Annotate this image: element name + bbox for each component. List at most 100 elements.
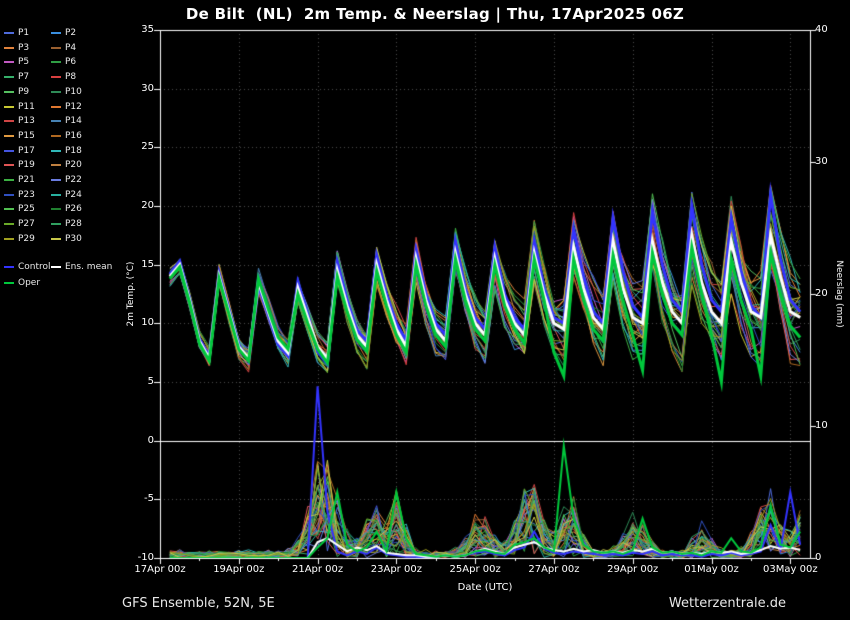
legend-label: P18 [65, 145, 82, 156]
legend-item-p27: P27 [4, 219, 35, 229]
legend-line-swatch [4, 282, 14, 284]
footer-brand: Wetterzentrale.de [668, 596, 786, 611]
legend-line-swatch [51, 120, 61, 123]
legend-line-swatch [51, 46, 61, 49]
legend-item-p29: P29 [4, 234, 35, 244]
legend-label: P30 [65, 233, 82, 244]
legend-label: P16 [65, 130, 82, 141]
legend-line-swatch [51, 76, 61, 79]
legend-label: P11 [18, 101, 35, 112]
legend-item-p4: P4 [51, 43, 76, 53]
legend-label: P17 [18, 145, 35, 156]
legend-line-swatch [4, 208, 14, 211]
legend-label: P20 [65, 160, 82, 171]
legend-item-p28: P28 [51, 219, 82, 229]
legend-item-p7: P7 [4, 72, 29, 82]
legend-label: P3 [18, 42, 30, 53]
legend-item-p8: P8 [51, 72, 76, 82]
legend-line-swatch [4, 76, 14, 79]
y-axis-left-title: 2m Temp. (°C) [126, 261, 136, 327]
legend-item-p2: P2 [51, 28, 76, 38]
legend-label: P27 [18, 219, 35, 230]
footer-model-info: GFS Ensemble, 52N, 5E [122, 596, 275, 611]
legend-label: P4 [65, 42, 77, 53]
legend-label: P7 [18, 72, 30, 83]
legend-item-p20: P20 [51, 160, 82, 170]
legend-line-swatch [51, 105, 61, 108]
legend-label: P8 [65, 72, 77, 83]
legend-item-p25: P25 [4, 204, 35, 214]
legend-label: P9 [18, 86, 30, 97]
legend-line-swatch [51, 223, 61, 226]
legend-item-p16: P16 [51, 131, 82, 141]
legend-item-oper: Oper [4, 278, 40, 288]
legend-line-swatch [51, 193, 61, 196]
legend-item-ens-mean: Ens. mean [51, 262, 112, 272]
legend-line-swatch [4, 46, 14, 49]
legend-label: P24 [65, 189, 82, 200]
legend-line-swatch [4, 120, 14, 123]
legend-line-swatch [4, 134, 14, 137]
legend-label: P2 [65, 28, 77, 38]
legend-item-p1: P1 [4, 28, 29, 38]
legend-label: P13 [18, 116, 35, 127]
legend-label: P15 [18, 130, 35, 141]
legend-item-p22: P22 [51, 175, 82, 185]
legend-line-swatch [51, 208, 61, 211]
legend-item-p21: P21 [4, 175, 35, 185]
legend-line-swatch [4, 164, 14, 167]
legend-item-p24: P24 [51, 190, 82, 200]
legend-item-p18: P18 [51, 146, 82, 156]
legend-item-p6: P6 [51, 57, 76, 67]
legend-line-swatch [51, 32, 61, 34]
y-axis-right-title: Neerslag (mm) [834, 260, 844, 328]
legend-line-swatch [4, 149, 14, 152]
chart-title: De Bilt (NL) 2m Temp. & Neerslag | Thu, … [185, 5, 685, 23]
legend-item-p14: P14 [51, 116, 82, 126]
legend-line-swatch [51, 179, 61, 181]
legend-line-swatch [51, 90, 61, 93]
legend-label: P21 [18, 175, 35, 185]
legend-line-swatch [4, 193, 14, 196]
legend-item-p26: P26 [51, 204, 82, 214]
legend-line-swatch [51, 164, 61, 167]
legend-label: P1 [18, 28, 30, 38]
legend-item-control: Control [4, 262, 51, 272]
legend-label: P19 [18, 160, 35, 171]
legend: P1 P2 P3 P4 P5 P6 P7 P8 P9 P10 P11 P12 P13 P14 P15 P16 P… [4, 28, 154, 288]
legend-label: Control [18, 262, 51, 272]
legend-label: P10 [65, 86, 82, 97]
legend-label: P6 [65, 57, 77, 68]
legend-label: P28 [65, 219, 82, 230]
legend-line-swatch [51, 61, 61, 64]
legend-label: P22 [65, 175, 82, 185]
legend-line-swatch [4, 61, 14, 64]
legend-item-p9: P9 [4, 87, 29, 97]
legend-line-swatch [4, 237, 14, 240]
legend-label: Oper [18, 278, 41, 288]
legend-line-swatch [51, 266, 61, 268]
legend-label: P23 [18, 189, 35, 200]
legend-line-swatch [4, 90, 14, 93]
legend-item-p5: P5 [4, 57, 29, 67]
legend-item-p10: P10 [51, 87, 82, 97]
legend-label: P29 [18, 233, 35, 244]
legend-line-swatch [4, 32, 14, 34]
legend-label: P5 [18, 57, 30, 68]
legend-line-swatch [4, 223, 14, 226]
legend-label: Ens. mean [65, 262, 113, 272]
legend-item-p12: P12 [51, 102, 82, 112]
legend-item-p17: P17 [4, 146, 35, 156]
legend-item-p30: P30 [51, 234, 82, 244]
legend-line-swatch [4, 179, 14, 181]
x-axis-title: Date (UTC) [457, 582, 513, 593]
legend-line-swatch [4, 266, 14, 268]
legend-line-swatch [51, 149, 61, 152]
legend-item-p11: P11 [4, 102, 35, 112]
legend-line-swatch [51, 237, 61, 240]
legend-line-swatch [4, 105, 14, 108]
legend-item-p19: P19 [4, 160, 35, 170]
legend-item-p13: P13 [4, 116, 35, 126]
